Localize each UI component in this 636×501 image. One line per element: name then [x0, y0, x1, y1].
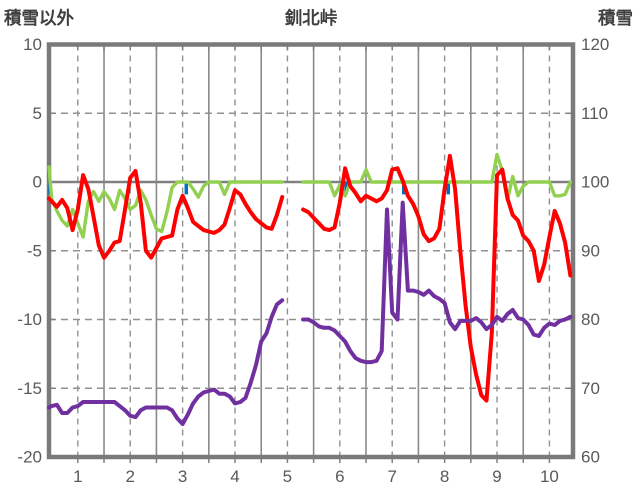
- right-axis-tick-label: 120: [581, 35, 609, 54]
- x-axis-tick-label: 10: [540, 467, 559, 486]
- purple-line-path: [47, 200, 573, 426]
- right-axis-title: 積雪: [598, 8, 633, 28]
- chart-title: 釧北峠: [284, 8, 338, 28]
- left-axis-tick-label: -20: [17, 448, 42, 467]
- left-axis-title: 積雪以外: [4, 8, 74, 28]
- plot-border: [46, 42, 576, 460]
- right-axis-tick-label: 110: [581, 104, 608, 123]
- right-axis-tick-label: 70: [581, 379, 600, 398]
- left-axis-tick-label: -5: [27, 241, 42, 260]
- left-axis-tick-label: -10: [17, 310, 42, 329]
- red-line-path: [47, 153, 573, 403]
- right-axis-tick-label: 80: [581, 310, 600, 329]
- green-line-path: [47, 152, 573, 239]
- x-axis-tick-label: 6: [335, 467, 344, 486]
- x-axis-tick-label: 3: [178, 467, 187, 486]
- x-axis-tick-label: 2: [125, 467, 134, 486]
- left-axis-tick-label: 10: [23, 35, 42, 54]
- left-axis-tick-label: 0: [33, 173, 42, 192]
- right-axis-tick-label: 60: [581, 448, 600, 467]
- x-axis-tick-label: 7: [387, 467, 396, 486]
- right-axis-tick-label: 90: [581, 241, 600, 260]
- left-axis-tick-label: 5: [33, 104, 42, 123]
- x-axis-tick-label: 8: [440, 467, 449, 486]
- right-axis-tick-label: 100: [581, 173, 609, 192]
- x-axis-tick-label: 1: [73, 467, 82, 486]
- x-axis-tick-label: 5: [283, 467, 292, 486]
- x-axis-tick-label: 9: [492, 467, 501, 486]
- x-axis-tick-label: 4: [230, 467, 239, 486]
- left-axis-tick-label: -15: [17, 379, 42, 398]
